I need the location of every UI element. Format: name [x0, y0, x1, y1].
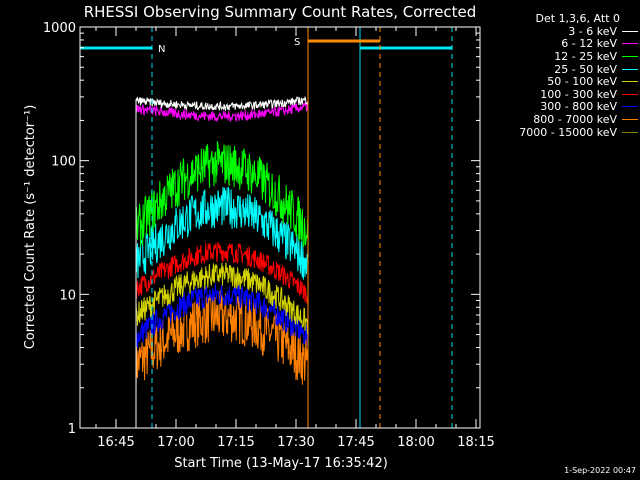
legend-item-label: 3 - 6 keV	[568, 24, 617, 38]
x-tick-label: 17:30	[277, 435, 314, 450]
series-300-800-kev	[135, 283, 309, 428]
legend-item: 800 - 7000 keV	[488, 113, 638, 126]
legend-swatch	[622, 30, 638, 32]
legend-title: Det 1,3,6, Att 0	[535, 12, 620, 25]
series-6-12-kev	[135, 101, 309, 428]
legend-item-label: 12 - 25 keV	[554, 49, 617, 63]
series-3-6-kev	[135, 95, 309, 428]
legend-item-label: 25 - 50 keV	[554, 62, 617, 76]
night-marker-label: N	[158, 44, 165, 55]
legend-rows: 3 - 6 keV 6 - 12 keV 12 - 25 keV 25 - 50 ke…	[488, 25, 638, 139]
legend-item: 300 - 800 keV	[488, 100, 638, 114]
axis-layer: 16:45 17:00 17:15 17:30 17:45 18:00 18:15 1 10 10…	[43, 21, 495, 450]
series-12-25-kev	[135, 141, 309, 428]
legend-item: 100 - 300 keV	[488, 88, 638, 101]
x-tick-label: 18:15	[457, 435, 494, 450]
legend-item-label: 7000 - 15000 keV	[519, 125, 617, 139]
legend-item-label: 6 - 12 keV	[561, 37, 617, 51]
saa-marker-label: S	[294, 37, 300, 48]
legend-item: 3 - 6 keV	[488, 25, 638, 38]
legend-swatch	[622, 68, 638, 70]
legend-swatch	[622, 55, 638, 57]
series-50-100-kev	[135, 262, 309, 428]
x-tick-label: 16:45	[97, 435, 134, 450]
y-axis-label: Corrected Count Rate (s⁻¹ detector⁻¹)	[23, 105, 38, 350]
plot-timestamp: 1-Sep-2022 00:47	[564, 466, 636, 475]
series-25-50-kev	[135, 186, 309, 428]
legend-item-label: 800 - 7000 keV	[533, 112, 617, 126]
series-layer	[135, 95, 309, 428]
legend-item: 12 - 25 keV	[488, 50, 638, 63]
series-100-300-kev	[135, 241, 309, 428]
x-tick-label: 17:15	[217, 435, 254, 450]
legend-item: 6 - 12 keV	[488, 37, 638, 51]
x-tick-label: 17:00	[157, 435, 194, 450]
legend-swatch	[622, 118, 638, 120]
legend-item-label: 300 - 800 keV	[540, 100, 617, 114]
legend-item: 25 - 50 keV	[488, 63, 638, 76]
legend-swatch	[622, 106, 638, 108]
x-tick-label: 18:00	[397, 435, 434, 450]
legend-swatch	[622, 81, 638, 83]
chart-title: RHESSI Observing Summary Count Rates, Co…	[84, 3, 477, 21]
legend-swatch	[622, 93, 638, 95]
legend: Det 1,3,6, Att 0 3 - 6 keV 6 - 12 keV 12 -…	[488, 12, 638, 139]
y-tick-label: 1	[68, 422, 76, 437]
legend-item-label: 50 - 100 keV	[547, 75, 617, 89]
x-axis-label: Start Time (13-May-17 16:35:42)	[174, 456, 388, 471]
legend-swatch	[622, 43, 638, 45]
y-tick-label: 100	[51, 155, 76, 170]
legend-item-label: 100 - 300 keV	[540, 87, 617, 101]
legend-swatch	[622, 131, 638, 133]
y-tick-label: 1000	[43, 21, 76, 36]
y-tick-label: 10	[59, 288, 76, 303]
x-tick-label: 17:45	[337, 435, 374, 450]
plot-frame	[79, 26, 481, 429]
legend-item: 50 - 100 keV	[488, 75, 638, 88]
legend-item: 7000 - 15000 keV	[488, 126, 638, 139]
